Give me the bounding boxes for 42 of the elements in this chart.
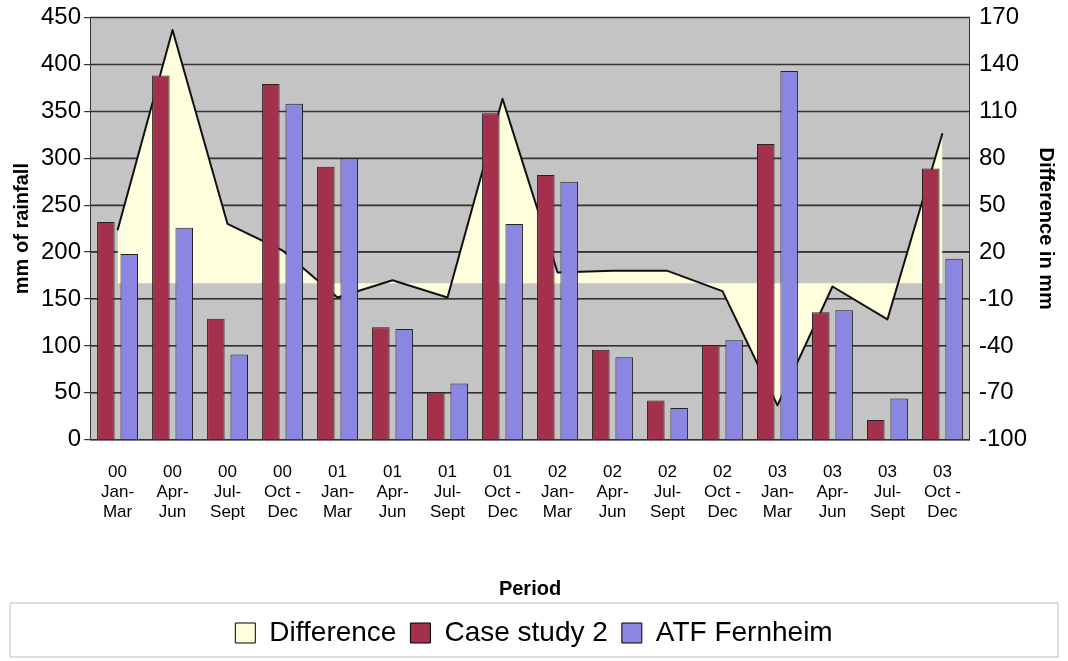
- legend-label: ATF Fernheim: [655, 615, 833, 647]
- x-tick-label: 01 Jan- Mar: [320, 461, 355, 522]
- x-tick-label: 03 Oct - Dec: [924, 461, 961, 522]
- y-tick-label: 150: [41, 283, 82, 311]
- y-tick-label: 450: [41, 2, 82, 30]
- y2-tick-label: 110: [978, 95, 1018, 123]
- y-tick-label: 350: [41, 95, 82, 123]
- y-tick-label: 400: [41, 48, 82, 76]
- y-tick-label: 200: [41, 236, 82, 264]
- x-tick-label: 00 Jul- Sept: [210, 461, 246, 522]
- y2-tick-label: 20: [978, 236, 1006, 264]
- legend-label: Difference: [269, 615, 397, 647]
- x-axis-title: Period: [498, 576, 562, 599]
- y2-tick-label: 170: [978, 2, 1020, 30]
- x-tick-label: 01 Apr- Jun: [376, 461, 409, 522]
- y2-tick-label: -40: [978, 330, 1014, 358]
- x-tick-label: 00 Jan- Mar: [101, 461, 135, 522]
- y2-tick-label: 50: [978, 189, 1006, 217]
- x-tick-label: 02 Jul- Sept: [650, 461, 686, 522]
- y-tick-label: 0: [67, 424, 82, 452]
- y2-axis-title: Difference in mm: [1036, 147, 1059, 310]
- y2-tick-label: 80: [978, 142, 1006, 170]
- x-tick-label: 03 Jul- Sept: [869, 461, 906, 522]
- x-tick-label: 01 Oct - Dec: [484, 461, 521, 522]
- y-tick-label: 50: [54, 377, 82, 405]
- y-axis-title: mm of rainfall: [9, 163, 32, 295]
- y-tick-label: 250: [41, 189, 82, 217]
- y2-tick-label: -70: [978, 377, 1014, 405]
- y2-tick-label: -100: [978, 424, 1028, 452]
- y-tick-label: 100: [41, 330, 82, 358]
- x-tick-label: 03 Jan- Mar: [760, 461, 795, 522]
- x-tick-label: 00 Apr- Jun: [156, 461, 189, 522]
- y-tick-label: 300: [41, 142, 82, 170]
- legend-label: Case study 2: [444, 615, 608, 647]
- x-tick-label: 02 Oct - Dec: [704, 461, 741, 522]
- x-tick-label: 03 Apr- Jun: [816, 461, 849, 522]
- y2-tick-label: -10: [978, 283, 1014, 311]
- x-tick-label: 01 Jul- Sept: [430, 461, 466, 522]
- x-tick-label: 02 Apr- Jun: [596, 461, 629, 522]
- x-tick-label: 02 Jan- Mar: [540, 461, 575, 522]
- y2-tick-label: 140: [978, 48, 1020, 76]
- x-tick-label: 00 Oct - Dec: [264, 461, 301, 522]
